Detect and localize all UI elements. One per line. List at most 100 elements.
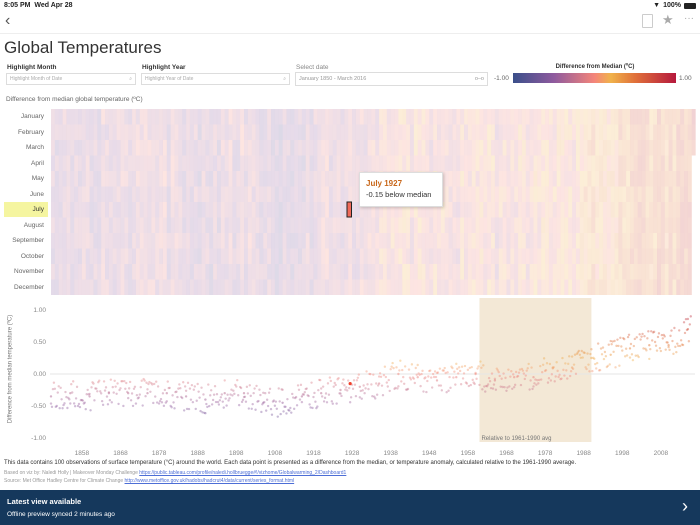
- data-point: [153, 382, 156, 386]
- data-point: [462, 372, 466, 375]
- data-point: [121, 379, 124, 383]
- heatmap-cell: [213, 186, 218, 202]
- heatmap-cell: [182, 155, 187, 171]
- heatmap-cell: [290, 124, 295, 140]
- heatmap-cell: [371, 217, 376, 233]
- data-point: [346, 389, 349, 392]
- heatmap-cell: [591, 279, 596, 295]
- heatmap-cell: [649, 124, 654, 140]
- heatmap-cell: [583, 124, 588, 140]
- data-point: [672, 352, 675, 356]
- heatmap-cell: [228, 248, 233, 264]
- month-label-august[interactable]: August: [23, 221, 44, 229]
- heatmap-cell: [286, 264, 291, 280]
- heatmap-cell: [552, 279, 557, 295]
- heatmap-cell: [178, 248, 183, 264]
- data-point: [649, 347, 652, 351]
- heatmap-cell: [155, 155, 160, 171]
- month-label-september[interactable]: September: [12, 237, 44, 244]
- data-point: [301, 393, 305, 396]
- month-label-april[interactable]: April: [30, 159, 44, 167]
- heatmap-cell: [367, 264, 372, 280]
- more-icon[interactable]: ···: [684, 13, 694, 24]
- heatmap-cell: [321, 233, 326, 249]
- heatmap-cell: [201, 171, 206, 187]
- month-label-october[interactable]: October: [20, 252, 44, 260]
- heatmap-cell: [325, 248, 329, 264]
- month-label-may[interactable]: May: [31, 175, 44, 182]
- month-label-june[interactable]: June: [29, 190, 44, 198]
- heatmap-cell: [664, 279, 669, 295]
- heatmap-cell: [660, 155, 665, 171]
- heatmap-cell: [240, 248, 245, 264]
- heatmap-cell: [66, 279, 71, 295]
- heatmap-cell: [633, 124, 638, 140]
- heatmap-cell: [213, 264, 218, 280]
- heatmap-cell: [429, 109, 434, 125]
- month-label-november[interactable]: November: [14, 268, 44, 275]
- heatmap-cell: [572, 248, 576, 264]
- heatmap-cell: [386, 202, 391, 218]
- heatmap-cell: [178, 140, 183, 156]
- heatmap-cell: [89, 171, 94, 187]
- heatmap-cell: [471, 202, 476, 218]
- data-point: [58, 407, 61, 410]
- highlight-year-input[interactable]: Highlight Year of Date ⌕: [141, 73, 290, 85]
- month-label-january[interactable]: January: [20, 113, 44, 120]
- heatmap-cell: [456, 248, 461, 264]
- heatmap-cell: [409, 279, 414, 295]
- data-point: [626, 335, 630, 339]
- heatmap-cell: [54, 109, 59, 125]
- month-label-february[interactable]: February: [17, 128, 44, 136]
- source-link[interactable]: http://www.metoffice.gov.uk/hadobs/hadcr…: [124, 478, 295, 484]
- heatmap-cell: [537, 279, 542, 295]
- heatmap-cell: [379, 217, 383, 233]
- comment-icon[interactable]: [642, 14, 653, 28]
- heatmap-cell: [155, 217, 160, 233]
- heatmap-cell: [564, 140, 569, 156]
- heatmap-cell: [209, 264, 214, 280]
- heatmap-cell: [371, 279, 376, 295]
- heatmap-cell: [51, 264, 55, 280]
- heatmap-cell: [216, 140, 221, 156]
- heatmap-cell: [456, 140, 461, 156]
- heatmap-cell: [259, 264, 264, 280]
- description: This data contains 100 observations of s…: [4, 460, 577, 466]
- chevron-right-icon[interactable]: ›: [682, 496, 688, 516]
- heatmap-cell: [591, 233, 596, 249]
- data-point: [650, 339, 654, 342]
- update-banner[interactable]: Latest view available Offline preview sy…: [0, 490, 700, 525]
- heatmap-cell: [205, 217, 210, 233]
- highlight-month-input[interactable]: Highlight Month of Date ⌕: [6, 73, 136, 85]
- heatmap-cell: [70, 109, 75, 125]
- heatmap-cell: [672, 233, 677, 249]
- heatmap-cell: [437, 109, 441, 125]
- heatmap-cell: [564, 186, 569, 202]
- back-button[interactable]: ‹: [5, 12, 10, 30]
- heatmap-cell: [521, 248, 526, 264]
- heatmap-cell: [78, 202, 82, 218]
- data-point: [586, 352, 589, 355]
- heatmap-cell: [236, 202, 241, 218]
- heatmap-cell: [637, 155, 642, 171]
- heatmap-cell: [564, 233, 569, 249]
- heatmap-cell: [62, 155, 67, 171]
- star-icon[interactable]: ★: [662, 12, 674, 27]
- credit-link[interactable]: https://public.tableau.com/profile/naled…: [139, 470, 347, 476]
- data-point: [370, 383, 373, 386]
- heatmap-cell: [614, 264, 619, 280]
- month-label-march[interactable]: March: [25, 144, 44, 151]
- data-point: [331, 402, 334, 405]
- month-label-july[interactable]: July: [32, 206, 44, 213]
- data-point: [253, 387, 256, 390]
- heatmap-cell: [390, 155, 395, 171]
- data-point: [553, 380, 556, 383]
- month-label-december[interactable]: December: [14, 283, 44, 291]
- heatmap-cell: [506, 279, 511, 295]
- heatmap-cell: [633, 202, 638, 218]
- heatmap-cell: [213, 217, 218, 233]
- data-point: [223, 379, 226, 382]
- heatmap-cell: [325, 202, 329, 218]
- date-range-slider[interactable]: January 1850 - March 2016 o–o: [295, 72, 488, 86]
- data-point: [348, 401, 352, 404]
